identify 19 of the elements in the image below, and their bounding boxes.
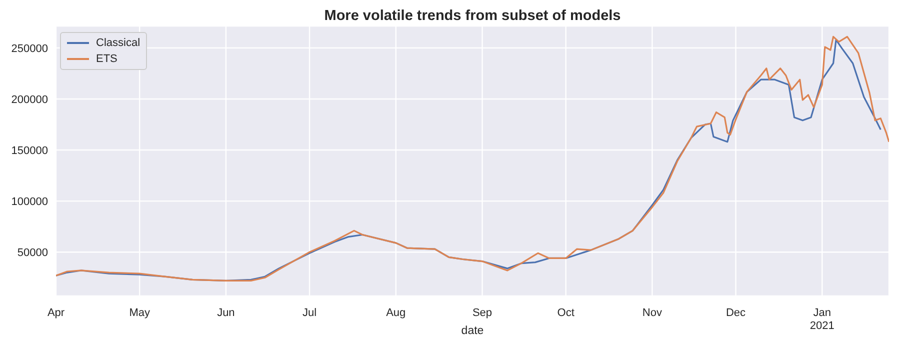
x-axis-title: date <box>461 325 484 337</box>
x-tick-label: Jan 2021 <box>810 307 834 332</box>
x-tick-label: Jun <box>217 307 235 319</box>
x-tick-label: Sep <box>472 307 492 319</box>
y-tick-label: 250000 <box>11 42 48 55</box>
x-tick-label: Nov <box>642 307 662 319</box>
x-tick-label: Oct <box>557 307 574 319</box>
legend-label: Classical <box>96 37 140 49</box>
chart-title: More volatile trends from subset of models <box>323 8 622 24</box>
x-tick-label: May <box>129 307 150 319</box>
legend-label: ETS <box>96 53 118 65</box>
y-tick-label: 200000 <box>11 94 48 106</box>
x-tick-label: Aug <box>386 307 406 319</box>
x-tick-label: Apr <box>47 307 65 319</box>
y-tick-label: 50000 <box>17 247 48 260</box>
x-tick-label: Jul <box>302 307 317 319</box>
y-tick-label: 100000 <box>11 196 48 208</box>
y-tick-label: 150000 <box>11 144 48 157</box>
x-tick-label: Dec <box>726 307 746 319</box>
